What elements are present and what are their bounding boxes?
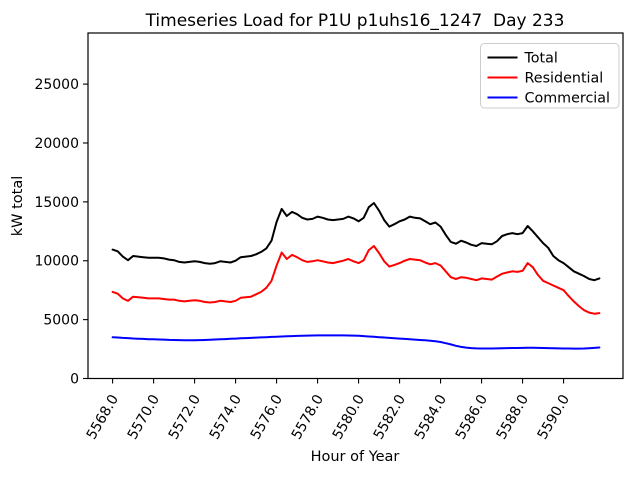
y-tick-label: 20000: [34, 136, 79, 152]
chart-title: Timeseries Load for P1U p1uhs16_1247 Day…: [145, 11, 565, 31]
x-tick-label: 5570.0: [125, 392, 163, 442]
legend-entry-label: Total: [524, 51, 558, 67]
data-series: [111, 202, 601, 350]
series-line-commercial: [111, 334, 601, 350]
y-tick-label: 5000: [43, 313, 79, 329]
y-axis-ticks: 0 5000 10000 15000 20000 25000: [34, 77, 88, 388]
x-tick-label: 5576.0: [248, 392, 286, 442]
x-tick-label: 5580.0: [330, 392, 368, 442]
x-tick-label: 5590.0: [535, 392, 573, 442]
series-line-residential: [111, 245, 601, 315]
x-tick-label: 5578.0: [289, 392, 327, 442]
x-axis-ticks: 5568.0 5570.0 5572.0 5574.0 5576.0 5578.0 5580…: [84, 378, 573, 442]
legend-entry-label: Residential: [525, 71, 604, 87]
y-tick-label: 0: [70, 372, 79, 388]
legend-box: [480, 43, 620, 109]
x-tick-label: 5584.0: [412, 392, 450, 442]
y-tick-label: 15000: [34, 195, 79, 211]
y-axis-label: kW total: [10, 176, 26, 237]
x-tick-label: 5582.0: [371, 392, 409, 442]
x-tick-label: 5588.0: [494, 392, 532, 442]
x-tick-label: 5586.0: [453, 392, 491, 442]
series-line-total: [111, 202, 601, 282]
y-tick-label: 10000: [34, 254, 79, 270]
y-tick-label: 25000: [34, 77, 79, 93]
x-tick-label: 5574.0: [207, 392, 245, 442]
legend-entry-label: Commercial: [525, 91, 611, 107]
x-tick-label: 5568.0: [84, 392, 122, 442]
x-tick-label: 5572.0: [166, 392, 204, 442]
x-axis-label: Hour of Year: [311, 449, 400, 465]
legend: Total Residential Commercial: [480, 43, 620, 109]
